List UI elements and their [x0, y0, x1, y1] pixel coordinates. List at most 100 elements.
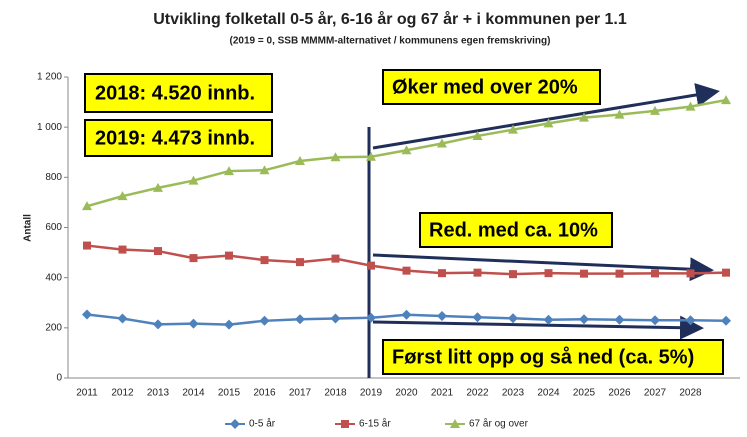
x-tick-label: 2016 — [253, 388, 276, 399]
annotation: Øker med over 20% — [392, 76, 578, 98]
point — [580, 269, 588, 278]
x-tick-label: 2019 — [360, 388, 383, 399]
x-tick-label: 2024 — [537, 388, 560, 399]
x-tick-label: 2012 — [111, 388, 134, 399]
point — [614, 314, 625, 325]
x-tick-label: 2018 — [324, 388, 347, 399]
x-tick-label: 2028 — [679, 388, 702, 399]
x-tick-label: 2020 — [395, 388, 418, 399]
point — [82, 201, 92, 211]
point — [437, 138, 447, 148]
point — [259, 165, 270, 175]
annotation: Red. med ca. 10% — [429, 219, 598, 241]
annotation: Først litt opp og så ned (ca. 5%) — [392, 345, 694, 368]
point — [117, 191, 128, 201]
point — [650, 315, 660, 326]
point — [153, 182, 163, 192]
y-tick-label: 1 200 — [37, 72, 62, 83]
x-tick-label: 2027 — [644, 388, 667, 399]
chart-title: Utvikling folketall 0-5 år, 6-16 år og 6… — [153, 10, 627, 28]
point — [437, 311, 447, 322]
chart-subtitle: (2019 = 0, SSB MMMM-alternativet / kommu… — [230, 36, 551, 47]
point — [721, 95, 731, 105]
annotation-box — [84, 119, 273, 157]
point — [154, 247, 162, 256]
point — [509, 270, 517, 279]
legend-label: 6-15 år — [359, 418, 391, 430]
point — [330, 313, 341, 324]
arrow — [372, 253, 714, 282]
annotation-box — [382, 339, 724, 375]
arrow — [372, 315, 704, 340]
point — [472, 130, 483, 140]
point — [367, 261, 375, 270]
point — [366, 151, 376, 161]
point — [650, 105, 660, 115]
x-tick-label: 2013 — [147, 388, 170, 399]
point — [83, 241, 91, 250]
point — [722, 268, 730, 277]
annotation-box — [419, 212, 613, 248]
y-tick-label: 400 — [45, 272, 62, 283]
point — [543, 118, 554, 128]
point — [188, 175, 199, 185]
y-tick-label: 0 — [56, 373, 62, 384]
point — [331, 254, 340, 263]
point — [438, 269, 446, 278]
annotation-box — [84, 73, 273, 113]
arrow — [372, 83, 720, 150]
point — [685, 315, 696, 326]
point — [341, 420, 349, 428]
point — [686, 269, 695, 278]
y-tick-label: 200 — [45, 322, 62, 333]
x-tick-label: 2023 — [502, 388, 525, 399]
point — [579, 314, 589, 325]
point — [225, 251, 233, 260]
x-tick-label: 2025 — [573, 388, 596, 399]
point — [118, 245, 127, 254]
point — [401, 145, 412, 155]
point — [450, 419, 460, 428]
point — [402, 266, 411, 275]
point — [544, 269, 553, 278]
x-tick-label: 2014 — [182, 388, 205, 399]
point — [721, 315, 731, 326]
x-tick-label: 2015 — [218, 388, 241, 399]
point — [189, 254, 198, 263]
y-tick-label: 800 — [45, 172, 62, 183]
point — [543, 314, 554, 325]
legend-label: 0-5 år — [249, 418, 276, 430]
point — [295, 156, 305, 166]
point — [473, 268, 482, 277]
x-tick-label: 2017 — [289, 388, 312, 399]
annotation-box — [382, 69, 601, 105]
point — [472, 312, 483, 323]
point — [230, 419, 240, 429]
point — [153, 319, 163, 330]
point — [615, 269, 624, 278]
x-tick-label: 2022 — [466, 388, 489, 399]
point — [508, 124, 518, 134]
y-tick-label: 1 000 — [37, 122, 62, 133]
point — [259, 315, 270, 326]
point — [401, 309, 412, 320]
x-tick-label: 2011 — [76, 388, 98, 399]
point — [296, 258, 304, 267]
x-tick-label: 2021 — [431, 388, 454, 399]
annotation: 2018: 4.520 innb. — [95, 82, 255, 104]
y-axis-label: Antall — [23, 214, 34, 242]
point — [224, 166, 234, 176]
point — [117, 313, 128, 324]
annotation: 2019: 4.473 innb. — [95, 127, 255, 149]
point — [366, 312, 376, 323]
point — [508, 313, 518, 324]
point — [188, 318, 199, 329]
y-tick-label: 600 — [45, 222, 62, 233]
point — [260, 256, 269, 265]
point — [651, 269, 659, 278]
point — [614, 109, 625, 119]
point — [330, 152, 341, 162]
point — [685, 101, 696, 111]
legend-label: 67 år og over — [469, 418, 529, 430]
